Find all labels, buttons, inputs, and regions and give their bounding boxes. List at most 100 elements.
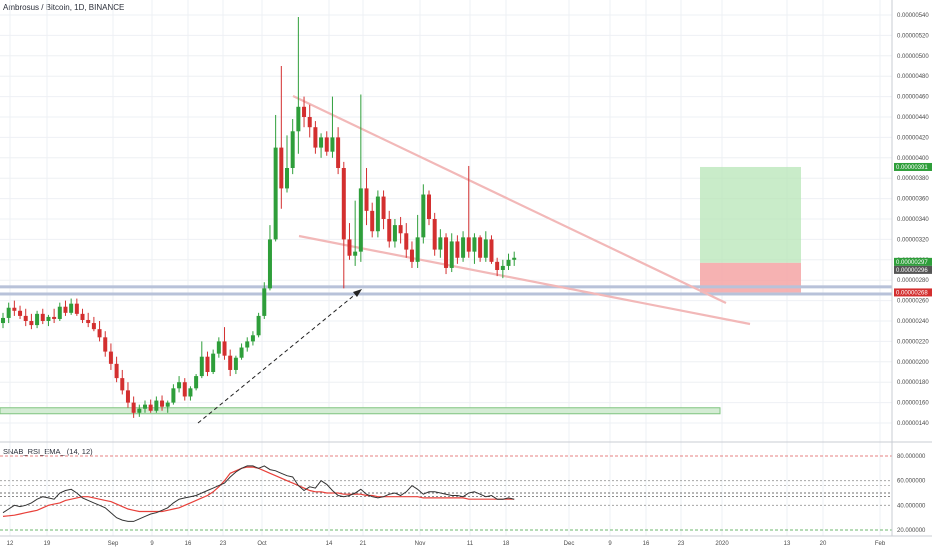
price-badge-label: 0.00000296 bbox=[896, 268, 928, 274]
x-tick-label: 13 bbox=[784, 541, 791, 547]
candle-body bbox=[392, 225, 397, 242]
y-tick-label: 0.00000440 bbox=[897, 115, 929, 121]
price-badge bbox=[894, 257, 932, 266]
candle-body bbox=[114, 363, 119, 379]
candle-body bbox=[35, 313, 40, 326]
candle-body bbox=[438, 237, 443, 250]
arrow-line bbox=[197, 292, 358, 424]
y-tick-label: 0.00000140 bbox=[897, 421, 929, 427]
x-tick-label: 21 bbox=[360, 541, 367, 547]
candle-body bbox=[52, 316, 57, 319]
candle-body bbox=[97, 329, 102, 338]
candle-body bbox=[512, 257, 517, 260]
target-zone bbox=[700, 166, 801, 263]
rsi-tick-label: 20.000000 bbox=[897, 528, 926, 534]
price-badge bbox=[894, 162, 932, 171]
candle-body bbox=[194, 376, 199, 389]
candle-body bbox=[432, 219, 437, 250]
y-tick-label: 0.00000500 bbox=[897, 54, 929, 60]
candle-body bbox=[103, 337, 108, 352]
price-badge bbox=[894, 288, 932, 297]
candle-body bbox=[125, 390, 130, 403]
trend-lines bbox=[292, 95, 751, 326]
x-tick-label: Nov bbox=[415, 541, 426, 547]
candle-body bbox=[40, 313, 45, 321]
candle-body bbox=[302, 106, 307, 117]
candle-body bbox=[427, 194, 431, 219]
candle-body bbox=[1, 317, 5, 324]
candle-body bbox=[57, 306, 62, 319]
price-badges: 0.00000391 0.00000297 0.00000296 0.00000268 bbox=[894, 162, 932, 297]
rsi-line bbox=[2, 465, 515, 522]
candle-body bbox=[319, 137, 324, 148]
candle-body bbox=[12, 307, 17, 311]
candle-body bbox=[177, 382, 182, 389]
candle-body bbox=[23, 315, 28, 321]
rsi-tick-label: 60.000000 bbox=[897, 479, 926, 485]
candles bbox=[1, 17, 517, 418]
candle-body bbox=[233, 357, 238, 370]
candle-body bbox=[375, 196, 380, 232]
candle-body bbox=[353, 251, 358, 256]
candle-body bbox=[472, 237, 477, 252]
candle-body bbox=[489, 239, 494, 262]
candle-body bbox=[444, 237, 449, 268]
candle-body bbox=[273, 147, 278, 240]
candle-body bbox=[347, 239, 352, 256]
y-tick-label: 0.00000520 bbox=[897, 33, 929, 39]
arrow-head bbox=[353, 289, 362, 297]
candle-body bbox=[182, 382, 187, 397]
candle-body bbox=[29, 321, 34, 326]
candle-body bbox=[483, 239, 488, 258]
candle-body bbox=[461, 237, 466, 258]
candle-body bbox=[245, 341, 250, 348]
candle-body bbox=[267, 239, 272, 289]
candle-body bbox=[279, 147, 284, 189]
x-tick-label: 2020 bbox=[715, 541, 729, 547]
y-tick-label: 0.00000200 bbox=[897, 360, 929, 366]
x-tick-label: Dec bbox=[564, 541, 575, 547]
candle-body bbox=[364, 188, 369, 211]
price-badge-label: 0.00000391 bbox=[896, 165, 928, 171]
candle-body bbox=[137, 408, 142, 413]
x-tick-label: 23 bbox=[678, 541, 685, 547]
candle-body bbox=[330, 137, 335, 152]
candle-body bbox=[370, 210, 375, 232]
wedge-upper-line bbox=[292, 95, 727, 304]
support-line bbox=[0, 285, 892, 289]
x-tick-label: 11 bbox=[467, 541, 474, 547]
candle-body bbox=[256, 315, 261, 336]
candle-body bbox=[222, 341, 227, 356]
y-tick-label: 0.00000240 bbox=[897, 319, 929, 325]
candle-body bbox=[455, 241, 460, 258]
candle-body bbox=[120, 378, 125, 391]
y-tick-label: 0.00000360 bbox=[897, 197, 929, 203]
x-tick-label: Feb bbox=[875, 541, 886, 547]
candle-body bbox=[74, 303, 79, 314]
y-tick-label: 0.00000460 bbox=[897, 95, 929, 101]
y-tick-label: 0.00000540 bbox=[897, 13, 929, 19]
candle-body bbox=[381, 196, 386, 219]
candle-body bbox=[285, 168, 289, 189]
candle-body bbox=[262, 288, 267, 316]
candle-body bbox=[307, 117, 312, 128]
candle-body bbox=[449, 241, 454, 268]
demand-zone bbox=[0, 407, 721, 415]
candle-body bbox=[341, 168, 346, 240]
price-badge-label: 0.00000268 bbox=[896, 290, 928, 296]
candle-body bbox=[421, 194, 426, 238]
ema-line bbox=[2, 466, 515, 517]
candle-body bbox=[358, 188, 363, 252]
candle-body bbox=[165, 402, 170, 407]
x-tick-label: 18 bbox=[503, 541, 510, 547]
candle-body bbox=[296, 106, 301, 132]
candle-body bbox=[6, 307, 11, 318]
price-badge bbox=[894, 265, 932, 274]
x-tick-label: 20 bbox=[820, 541, 827, 547]
grid-lines bbox=[0, 0, 892, 536]
candle-body bbox=[466, 237, 471, 252]
wedge-lower-line bbox=[298, 234, 751, 326]
candle-body bbox=[143, 404, 147, 409]
